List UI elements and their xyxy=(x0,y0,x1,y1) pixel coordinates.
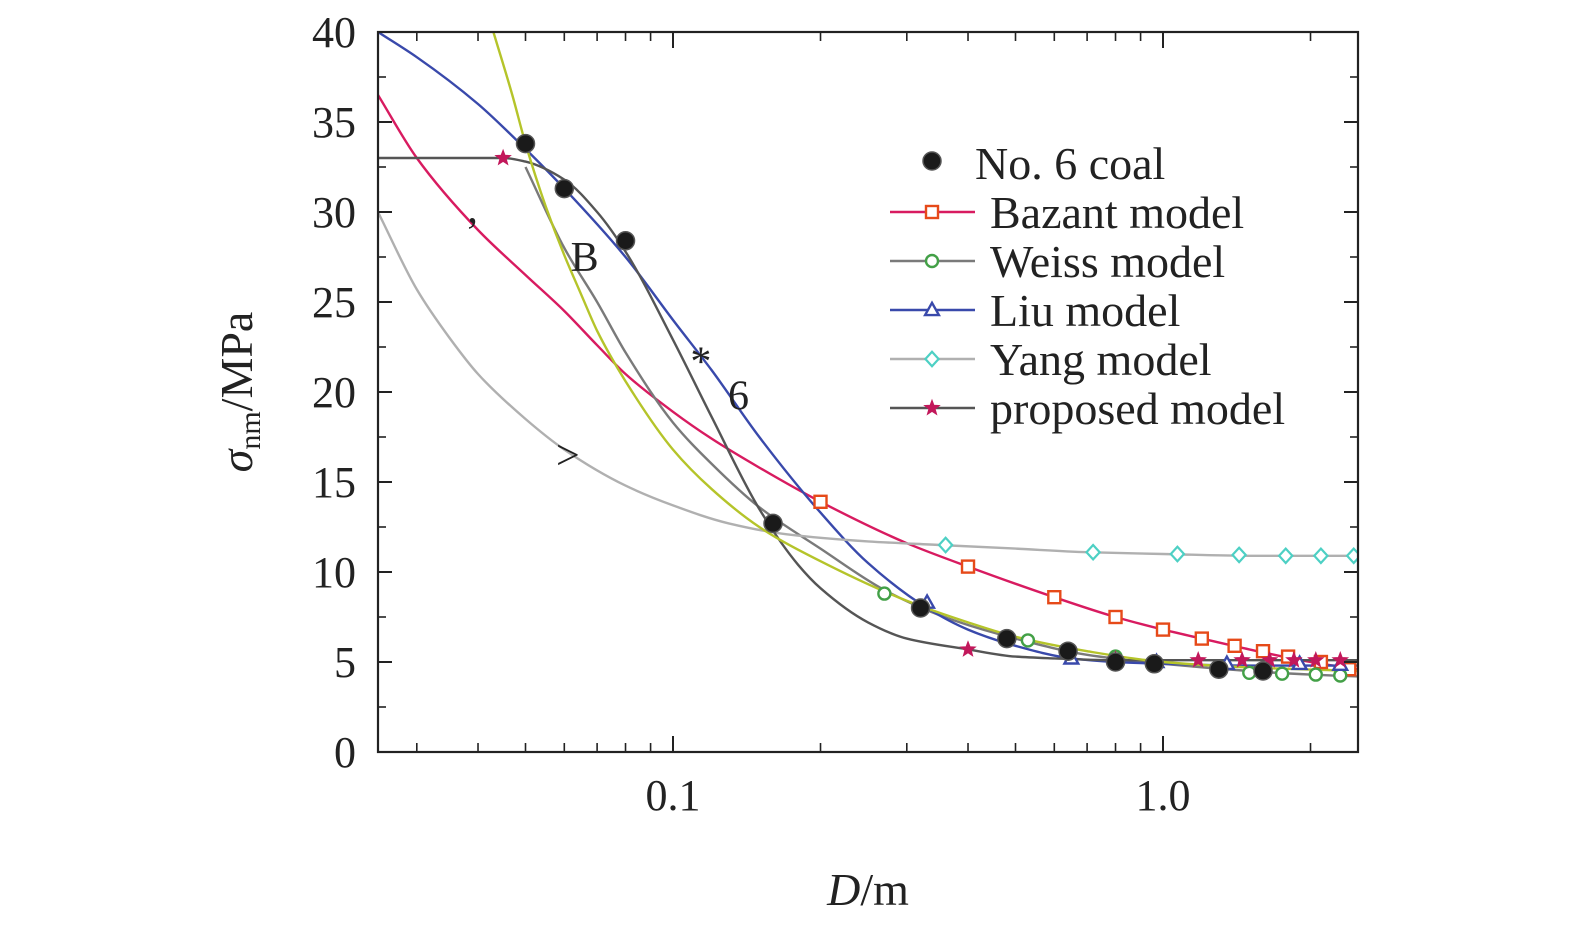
curve-bazant-model xyxy=(378,94,1358,671)
legend-marker xyxy=(922,151,942,171)
y-axis-title-unit: /MPa xyxy=(211,312,262,412)
marker-proposed-model xyxy=(1307,650,1325,668)
point-no-6-coal xyxy=(1209,659,1229,679)
legend-marker xyxy=(924,204,940,220)
legend-marker xyxy=(923,350,941,368)
plot-annotations: B 6 *, > xyxy=(467,186,749,479)
y-tick-label: 30 xyxy=(312,188,356,237)
y-axis-title: σnm/MPa xyxy=(211,312,267,473)
x-axis-title-var: D xyxy=(826,864,860,915)
marker-bazant-model xyxy=(813,494,828,509)
marker-bazant-model xyxy=(1255,644,1271,659)
marker-proposed-model xyxy=(494,148,512,166)
marker-weiss-model xyxy=(1308,667,1323,682)
point-no-6-coal xyxy=(997,628,1017,649)
annotation-label: 6 xyxy=(728,374,749,420)
marker-bazant-model xyxy=(960,559,976,574)
x-tick-label: 1.0 xyxy=(1136,771,1191,820)
marker-yang-model xyxy=(1277,546,1294,565)
marker-weiss-model xyxy=(877,586,892,601)
marker-bazant-model xyxy=(1155,622,1171,637)
legend-label: proposed model xyxy=(990,383,1285,434)
legend-label: No. 6 coal xyxy=(975,138,1165,189)
marker-bazant-model xyxy=(1047,590,1062,605)
legend-label: Liu model xyxy=(990,285,1180,336)
marker-proposed-model xyxy=(1189,650,1207,668)
y-tick-label: 15 xyxy=(312,458,356,507)
legend-item-no-6-coal: No. 6 coal xyxy=(922,138,1165,189)
marker-proposed-model xyxy=(1331,650,1350,668)
annotation-label: * xyxy=(690,339,711,385)
marker-weiss-model xyxy=(1020,633,1036,648)
y-tick-label: 10 xyxy=(312,548,356,597)
y-tick-label: 40 xyxy=(312,8,356,57)
marker-bazant-model xyxy=(1108,609,1123,625)
point-no-6-coal xyxy=(1144,654,1165,674)
marker-proposed-model xyxy=(1285,650,1303,668)
marker-weiss-model xyxy=(1333,668,1348,683)
legend-item-proposed-model: proposed model xyxy=(890,383,1285,434)
y-tick-label: 5 xyxy=(334,638,356,687)
marker-yang-model xyxy=(1085,543,1102,562)
marker-bazant-model xyxy=(1194,631,1210,646)
legend-marker xyxy=(924,253,940,269)
point-no-6-coal xyxy=(1253,661,1273,681)
x-axis-title-unit: /m xyxy=(860,864,909,915)
y-tick-label: 35 xyxy=(312,98,356,147)
marker-yang-model xyxy=(1169,545,1186,563)
curve-weiss-model xyxy=(524,166,1358,678)
annotation-label: B xyxy=(571,235,599,281)
point-no-6-coal xyxy=(763,513,783,534)
annotation-label: > xyxy=(556,433,580,479)
y-axis-title-symbol: σ xyxy=(211,447,262,472)
legend-item-liu-model: Liu model xyxy=(890,285,1180,336)
legend-marker xyxy=(923,398,941,416)
legend-label: Yang model xyxy=(990,334,1212,385)
y-tick-label: 25 xyxy=(312,278,356,327)
y-tick-label: 0 xyxy=(334,728,356,777)
annotation-label: , xyxy=(467,186,478,232)
legend-item-yang-model: Yang model xyxy=(890,334,1212,385)
point-no-6-coal xyxy=(1058,641,1078,661)
marker-proposed-model xyxy=(959,640,977,657)
y-tick-label: 20 xyxy=(312,368,356,417)
point-no-6-coal xyxy=(910,598,931,618)
point-no-6-coal xyxy=(515,133,536,154)
x-tick-label: 0.1 xyxy=(646,771,701,820)
marker-bazant-model xyxy=(1227,638,1242,653)
point-no-6-coal xyxy=(554,178,575,199)
axis-titles: D/m σnm/MPa xyxy=(211,312,909,915)
legend-label: Weiss model xyxy=(990,236,1225,287)
marker-yang-model xyxy=(937,536,954,554)
point-no-6-coal xyxy=(1105,652,1126,672)
point-no-6-coal xyxy=(615,231,636,251)
legend-marker xyxy=(923,300,941,317)
marker-yang-model xyxy=(1312,546,1329,565)
marker-proposed-model xyxy=(1233,650,1251,668)
axes: 0 5 10 15 20 25 30 35 40 0.1 1.0 xyxy=(312,8,1360,820)
marker-weiss-model xyxy=(1274,666,1290,681)
data-markers xyxy=(494,133,1358,683)
x-axis-title: D/m xyxy=(826,864,909,915)
y-axis-title-subscript: nm xyxy=(234,411,267,449)
marker-yang-model xyxy=(1231,546,1248,564)
legend-item-weiss-model: Weiss model xyxy=(890,236,1225,287)
curve-unlabeled xyxy=(492,32,1358,673)
marker-yang-model xyxy=(1345,546,1358,565)
marker-proposed-model xyxy=(1260,650,1279,668)
legend-item-bazant-model: Bazant model xyxy=(890,187,1244,238)
legend-label: Bazant model xyxy=(990,187,1244,238)
